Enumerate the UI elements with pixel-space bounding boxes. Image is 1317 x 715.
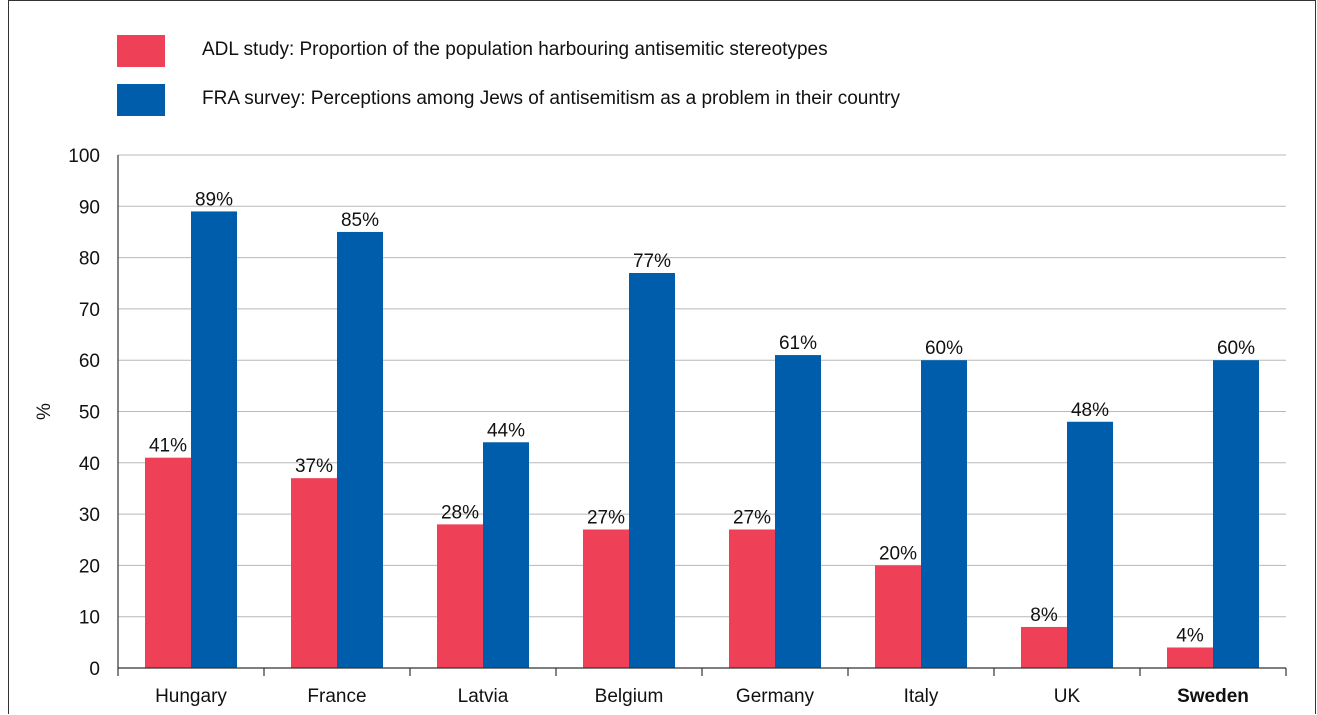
y-tick-label: 20 — [79, 556, 100, 577]
data-label: 20% — [879, 543, 917, 564]
bar-adl-hungary — [145, 457, 191, 668]
data-label: 28% — [441, 502, 479, 523]
legend-label-fra: FRA survey: Perceptions among Jews of an… — [202, 88, 901, 109]
data-label: 60% — [1217, 338, 1255, 359]
y-tick-label: 80 — [79, 249, 100, 270]
bar-adl-italy — [875, 565, 921, 668]
bar-fra-germany — [775, 355, 821, 668]
data-label: 89% — [195, 189, 233, 210]
data-label: 61% — [779, 333, 817, 354]
bar-adl-sweden — [1167, 647, 1213, 668]
bar-fra-hungary — [191, 211, 237, 668]
bar-fra-italy — [921, 360, 967, 668]
legend-swatch-adl — [117, 35, 165, 67]
data-label: 48% — [1071, 400, 1109, 421]
y-tick-label: 90 — [79, 197, 100, 218]
x-tick-label: Belgium — [595, 686, 664, 707]
bar-adl-uk — [1021, 626, 1067, 668]
bar-fra-france — [337, 231, 383, 668]
bar-adl-france — [291, 478, 337, 668]
y-tick-label: 60 — [79, 351, 100, 372]
y-tick-label: 0 — [89, 659, 100, 680]
bar-fra-uk — [1067, 421, 1113, 668]
bar-fra-latvia — [483, 442, 529, 668]
x-tick-label: Sweden — [1177, 686, 1249, 707]
y-tick-label: 10 — [79, 608, 100, 629]
legend-label-adl: ADL study: Proportion of the population … — [202, 39, 828, 60]
legend-swatch-fra — [117, 84, 165, 116]
y-axis-label: % — [34, 403, 55, 420]
data-label: 77% — [633, 251, 671, 272]
data-label: 44% — [487, 420, 525, 441]
data-label: 85% — [341, 210, 379, 231]
bar-adl-belgium — [583, 529, 629, 668]
data-label: 27% — [587, 507, 625, 528]
data-label: 41% — [149, 436, 187, 457]
data-label: 27% — [733, 507, 771, 528]
bar-adl-germany — [729, 529, 775, 668]
y-tick-label: 40 — [79, 454, 100, 475]
bar-fra-sweden — [1213, 360, 1259, 668]
y-tick-label: 30 — [79, 505, 100, 526]
x-tick-label: France — [307, 686, 366, 707]
y-tick-label: 100 — [68, 146, 100, 167]
x-tick-label: Italy — [904, 686, 939, 707]
y-tick-label: 50 — [79, 403, 100, 424]
x-tick-label: Germany — [736, 686, 815, 707]
data-label: 4% — [1176, 625, 1204, 646]
x-tick-label: UK — [1054, 686, 1081, 707]
x-tick-label: Latvia — [458, 686, 509, 707]
data-label: 37% — [295, 456, 333, 477]
y-tick-label: 70 — [79, 300, 100, 321]
chart-frame — [8, 0, 1316, 714]
x-tick-label: Hungary — [155, 686, 227, 707]
bar-adl-latvia — [437, 524, 483, 668]
bar-fra-belgium — [629, 272, 675, 668]
data-label: 60% — [925, 338, 963, 359]
data-label: 8% — [1030, 605, 1058, 626]
